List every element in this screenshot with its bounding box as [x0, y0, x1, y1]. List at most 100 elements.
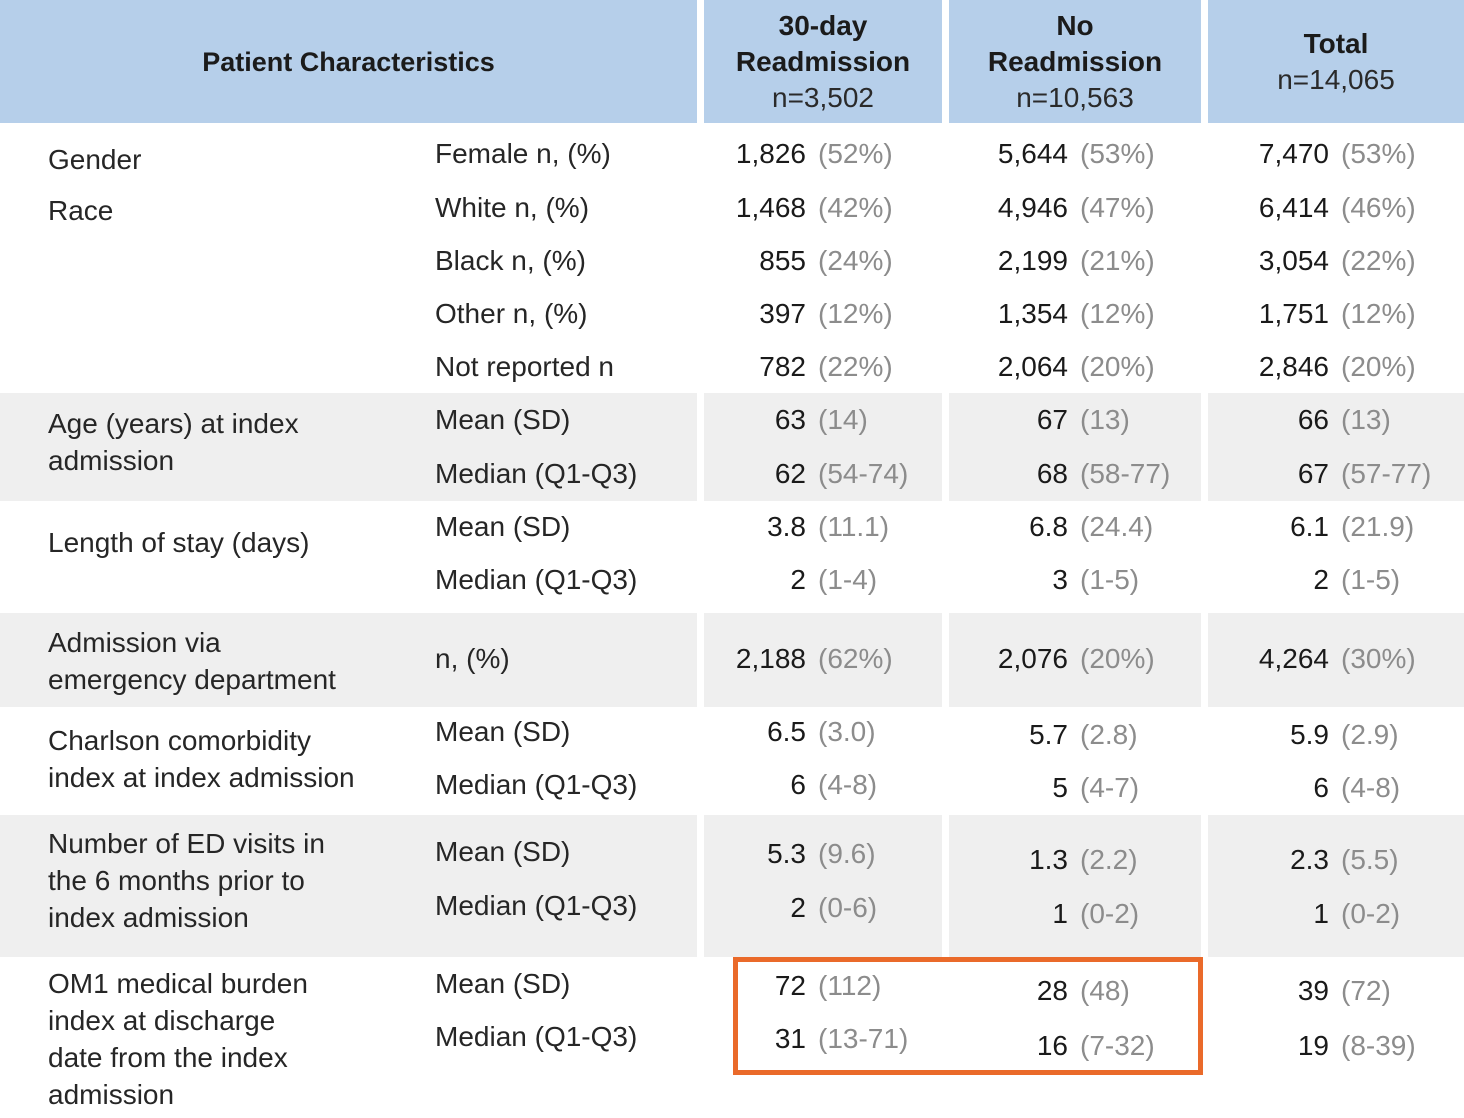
column-separator — [1201, 123, 1208, 393]
value-detail: (20%) — [1341, 351, 1416, 382]
characteristic-label-line: Charlson comorbidity — [48, 725, 311, 756]
value-detail: (22%) — [1341, 245, 1416, 276]
value-detail: (22%) — [818, 351, 893, 382]
statistic-label: Other n, (%) — [435, 298, 588, 329]
value-detail: (53%) — [1341, 138, 1416, 169]
value-number: 5.7 — [1029, 719, 1068, 750]
column-separator — [942, 707, 949, 815]
value-number: 1.3 — [1029, 844, 1068, 875]
value-number: 5,644 — [997, 138, 1068, 169]
column-separator — [942, 393, 949, 501]
column-separator — [697, 613, 704, 707]
value-detail: (13) — [1080, 404, 1130, 435]
value-detail: (4-8) — [1341, 772, 1401, 803]
row-band — [0, 815, 1464, 957]
value-detail: (0-2) — [1341, 898, 1401, 929]
value-detail: (58-77) — [1080, 458, 1171, 489]
value-number: 2.3 — [1290, 844, 1329, 875]
characteristic-label-line: Admission via — [48, 627, 221, 658]
statistic-label: Median (Q1-Q3) — [435, 890, 638, 921]
value-number: 19 — [1297, 1030, 1329, 1061]
value-number: 16 — [1036, 1030, 1068, 1061]
column-separator — [697, 393, 704, 501]
value-detail: (53%) — [1080, 138, 1155, 169]
value-number: 3 — [1052, 564, 1068, 595]
value-number: 1 — [1313, 898, 1329, 929]
characteristic-label-line: admission — [48, 1079, 175, 1110]
statistic-label: Median (Q1-Q3) — [435, 564, 638, 595]
value-detail: (13) — [1341, 404, 1391, 435]
value-detail: (1-5) — [1341, 564, 1401, 595]
value-number: 31 — [774, 1023, 806, 1054]
column-separator — [1201, 815, 1208, 957]
value-detail: (4-7) — [1080, 772, 1140, 803]
value-detail: (24%) — [818, 245, 893, 276]
value-detail: (21%) — [1080, 245, 1155, 276]
characteristic-label: Race — [48, 192, 113, 229]
value-detail: (12%) — [818, 298, 893, 329]
header-patient-characteristics: Patient Characteristics — [0, 0, 697, 123]
value-detail: (0-2) — [1080, 898, 1140, 929]
value-number: 1,468 — [735, 192, 806, 223]
value-number: 2 — [790, 892, 806, 923]
header-total: Total n=14,065 — [1208, 0, 1464, 123]
header-col3-title: Total — [1303, 27, 1369, 59]
column-separator — [697, 707, 704, 815]
column-separator — [1201, 613, 1208, 707]
highlight-box — [733, 957, 1203, 1075]
characteristic-label: OM1 medical burden index at discharge date… — [48, 965, 308, 1113]
value-number: 2,199 — [997, 245, 1068, 276]
header-no-readmission: No Readmission n=10,563 — [949, 0, 1201, 123]
characteristic-label: Number of ED visits in the 6 months prior… — [48, 825, 325, 936]
row-band — [0, 123, 1464, 393]
statistic-label: Median (Q1-Q3) — [435, 458, 638, 489]
value-number: 2,188 — [735, 643, 806, 674]
column-separator — [942, 613, 949, 707]
header-col2-n: n=10,563 — [1016, 81, 1134, 113]
header-30day-readmission: 30-day Readmission n=3,502 — [704, 0, 942, 123]
value-detail: (4-8) — [818, 769, 878, 800]
column-separator — [1201, 707, 1208, 815]
value-number: 1,354 — [997, 298, 1068, 329]
value-number: 2 — [790, 564, 806, 595]
value-number: 1 — [1052, 898, 1068, 929]
characteristic-label-line: OM1 medical burden — [48, 968, 308, 999]
value-number: 6.8 — [1029, 511, 1068, 542]
value-number: 1,826 — [735, 138, 806, 169]
value-detail: (0-6) — [818, 892, 878, 923]
value-detail: (2.9) — [1341, 719, 1399, 750]
value-number: 6 — [1313, 772, 1329, 803]
column-separator — [942, 123, 949, 393]
characteristic-label: Age (years) at index admission — [48, 405, 299, 479]
value-number: 62 — [774, 458, 806, 489]
row-band — [0, 393, 1464, 501]
value-detail: (112) — [818, 970, 882, 1001]
value-detail: (48) — [1080, 975, 1130, 1006]
value-number: 6,414 — [1258, 192, 1329, 223]
value-detail: (24.4) — [1080, 511, 1154, 542]
statistic-label: Mean (SD) — [435, 511, 571, 542]
value-number: 68 — [1036, 458, 1068, 489]
value-detail: (14) — [818, 404, 868, 435]
value-number: 782 — [759, 351, 806, 382]
value-number: 28 — [1036, 975, 1068, 1006]
value-detail: (5.5) — [1341, 844, 1399, 875]
value-number: 6 — [790, 769, 806, 800]
characteristic-label-line: date from the index — [48, 1042, 288, 1073]
value-number: 2,064 — [997, 351, 1068, 382]
value-detail: (30%) — [1341, 643, 1416, 674]
value-number: 3.8 — [767, 511, 806, 542]
row-band — [0, 501, 1464, 613]
value-detail: (52%) — [818, 138, 893, 169]
column-separator — [697, 815, 704, 957]
statistic-label: Median (Q1-Q3) — [435, 1021, 638, 1052]
characteristic-label: Gender — [48, 141, 141, 178]
value-number: 4,264 — [1258, 643, 1329, 674]
value-number: 5 — [1052, 772, 1068, 803]
value-number: 39 — [1297, 975, 1329, 1006]
column-separator — [697, 501, 704, 613]
value-detail: (7-32) — [1080, 1030, 1155, 1061]
characteristic-label: Length of stay (days) — [48, 524, 309, 561]
statistic-label: Mean (SD) — [435, 404, 571, 435]
statistic-label: Mean (SD) — [435, 716, 571, 747]
